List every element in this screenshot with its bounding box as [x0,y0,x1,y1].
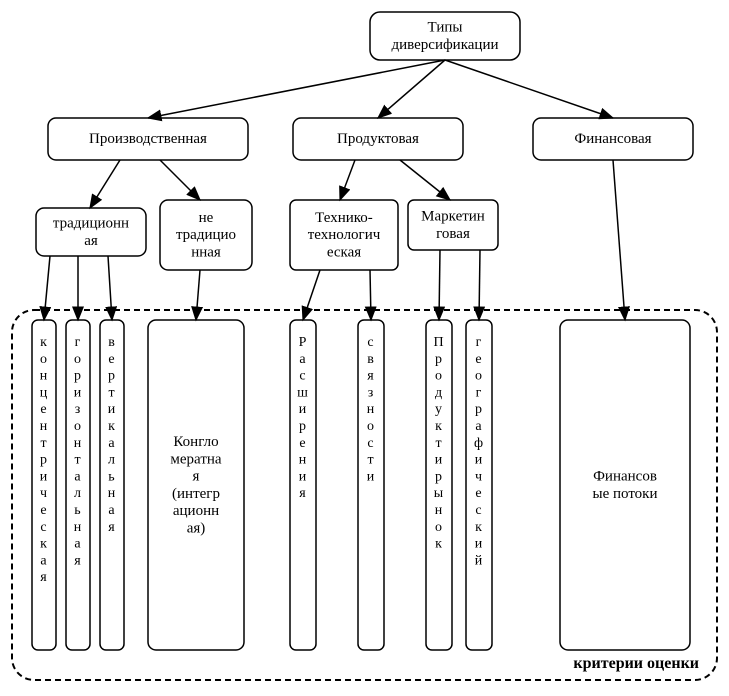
arrow [613,160,625,320]
arrow [196,270,200,320]
vlabel-v5: связности [367,335,376,484]
arrow [340,160,355,200]
arrow [378,60,445,118]
vlabel-v2: горизонтальная [74,335,83,568]
fin-flows-label: Финансовые потоки [593,469,658,502]
arrow [148,60,445,118]
arrow [90,160,120,208]
arrow [445,60,613,118]
arrow [479,250,480,320]
criteria-label: критерии оценки [573,655,699,672]
vlabel-v1: концентрическая [40,335,49,585]
arrow [370,270,371,320]
level1-label-prod_manuf: Производственная [89,131,207,147]
arrow [400,160,450,200]
arrow [439,250,440,320]
level1-label-prod_prod: Продуктовая [337,131,419,147]
vlabel-v7: географический [474,335,484,568]
arrow [160,160,200,200]
arrow [303,270,320,320]
level1-label-fin: Финансовая [574,131,651,147]
vlabel-v3: вертикальная [108,335,117,535]
